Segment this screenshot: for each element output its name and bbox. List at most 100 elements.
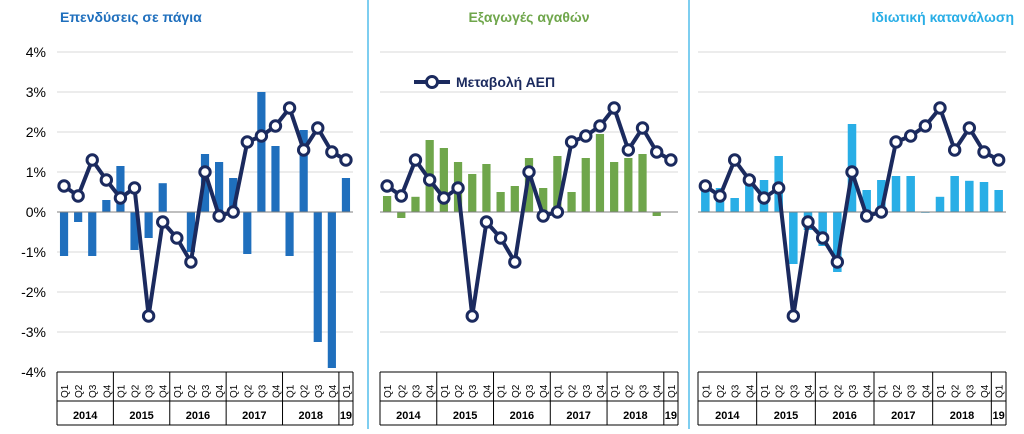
x-tick-label: Q4	[426, 384, 437, 398]
bar-q2-9	[833, 212, 842, 272]
gdp-point	[113, 191, 128, 205]
bar-q1-8	[496, 192, 505, 212]
bar-q2-9	[186, 212, 195, 252]
x-tick-label: Q4	[271, 384, 282, 398]
y-tick-label: -3%	[21, 324, 46, 340]
gdp-point	[325, 145, 339, 159]
year-label: 2017	[566, 410, 590, 422]
x-tick-label: Q2	[624, 384, 635, 398]
x-tick-label: Q1	[760, 384, 771, 398]
gdp-point	[830, 255, 845, 269]
x-tick-label: Q3	[525, 384, 536, 398]
x-tick-label: Q3	[468, 384, 479, 398]
bar-q2-1	[74, 212, 83, 222]
gdp-point	[508, 255, 522, 269]
x-tick-label: Q2	[243, 384, 254, 398]
bar-q1-8	[818, 212, 827, 246]
gdp-point	[240, 135, 254, 149]
x-tick-label: Q1	[701, 384, 712, 398]
bar-q2-17	[950, 176, 959, 212]
year-label: 19	[665, 410, 677, 422]
gdp-point	[947, 143, 962, 157]
bar-q1-12	[877, 180, 886, 212]
gdp-point	[889, 135, 903, 149]
x-tick-label: Q3	[88, 384, 99, 398]
bar-q4-19	[979, 182, 989, 212]
bar-q4-3	[102, 200, 111, 212]
panel-title-2: Εξαγωγές αγαθών	[468, 9, 589, 25]
x-tick-label: Q4	[596, 384, 607, 398]
gdp-point	[156, 215, 170, 229]
y-tick-label: -4%	[21, 364, 46, 380]
gdp-point	[394, 189, 408, 203]
gdp-point	[408, 153, 423, 167]
x-tick-label: Q1	[173, 384, 184, 398]
bar-q1-0	[59, 212, 69, 256]
legend-label: Μεταβολή ΑΕΠ	[456, 74, 555, 90]
gdp-point	[71, 189, 85, 203]
bar-q2-13	[567, 192, 576, 212]
x-tick-label: Q3	[201, 384, 212, 398]
gdp-point	[962, 121, 977, 135]
x-tick-label: Q1	[667, 384, 678, 398]
bar-q4-15	[595, 134, 605, 212]
bar-q2-9	[510, 186, 519, 212]
gdp-point	[593, 119, 607, 133]
gdp-point	[650, 145, 664, 159]
x-tick-label: Q3	[145, 384, 156, 398]
x-tick-label: Q4	[328, 384, 339, 398]
bar-q1-4	[439, 148, 448, 212]
gdp-point	[727, 153, 742, 167]
gdp-point	[977, 145, 991, 159]
year-label: 19	[340, 410, 352, 422]
legend-marker-swatch	[425, 75, 439, 89]
gdp-point	[282, 101, 297, 115]
panel-title-1: Επενδύσεις σε πάγια	[60, 9, 202, 25]
bar-q1-12	[229, 178, 238, 212]
bar-q1-16	[935, 196, 945, 212]
bar-q3-18	[638, 154, 647, 212]
gdp-point	[874, 205, 889, 219]
year-label: 2017	[891, 410, 915, 422]
gdp-point	[933, 101, 947, 115]
x-tick-label: Q1	[342, 384, 353, 398]
bar-q2-5	[130, 212, 139, 250]
x-tick-label: Q3	[411, 384, 422, 398]
year-label: 2017	[242, 410, 266, 422]
gdp-point	[635, 121, 650, 135]
year-label: 2014	[396, 410, 421, 422]
gdp-point	[479, 215, 494, 229]
bar-q4-7	[482, 164, 491, 212]
gdp-point	[254, 129, 269, 143]
x-tick-label: Q4	[482, 384, 493, 398]
year-label: 2016	[510, 410, 534, 422]
x-tick-label: Q1	[936, 384, 947, 398]
bar-q2-17	[299, 130, 308, 212]
gdp-point	[757, 191, 771, 205]
gdp-point	[451, 181, 465, 195]
x-tick-label: Q3	[257, 384, 268, 398]
gdp-point	[786, 309, 801, 323]
bar-q2-13	[891, 176, 901, 212]
year-label: 2018	[298, 410, 322, 422]
x-tick-label: Q4	[102, 384, 113, 398]
x-tick-label: Q3	[314, 384, 325, 398]
gdp-point	[57, 179, 71, 193]
year-label: 2016	[186, 410, 210, 422]
x-tick-label: Q3	[789, 384, 800, 398]
bar-q4-15	[271, 146, 280, 212]
bar-q3-2	[411, 196, 420, 212]
x-tick-label: Q1	[877, 384, 888, 398]
gdp-point	[311, 121, 325, 135]
x-tick-label: Q4	[539, 384, 550, 398]
bar-q4-7	[158, 183, 167, 212]
bar-q2-1	[397, 212, 406, 218]
gdp-point	[380, 179, 394, 193]
bar-q3-18	[313, 212, 322, 342]
gdp-point	[522, 165, 536, 179]
x-tick-label: Q1	[610, 384, 621, 398]
bar-q1-0	[701, 190, 710, 212]
x-tick-label: Q1	[60, 384, 71, 398]
